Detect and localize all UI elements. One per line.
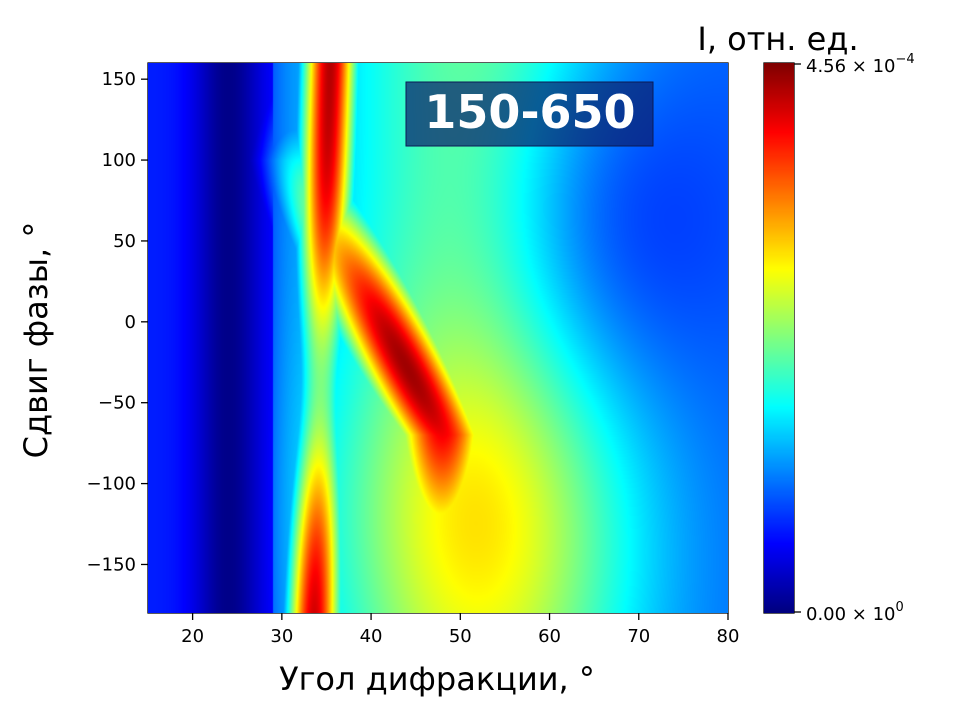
colorbar-min-label: 0.00 × 100: [806, 600, 904, 625]
x-axis-ticks: 20 30 40 50 60 70 80: [181, 613, 739, 647]
colorbar: [764, 63, 794, 613]
y-tick-label: 100: [102, 150, 136, 171]
x-tick-label: 30: [270, 626, 293, 647]
x-tick-label: 20: [181, 626, 204, 647]
x-tick-label: 40: [360, 626, 383, 647]
y-axis-label: Сдвиг фазы, °: [17, 222, 55, 459]
y-tick-label: −50: [98, 393, 136, 414]
heatmap-plot-area: [148, 63, 728, 613]
y-tick-label: −150: [87, 554, 136, 575]
x-tick-label: 50: [449, 626, 472, 647]
y-tick-label: 50: [113, 231, 136, 252]
y-tick-label: 150: [102, 69, 136, 90]
x-axis-label: Угол дифракции, °: [279, 660, 595, 698]
x-tick-label: 80: [717, 626, 740, 647]
y-tick-label: −100: [87, 474, 136, 495]
colorbar-label: I, отн. ед.: [697, 20, 858, 58]
y-tick-label: 0: [125, 312, 136, 333]
colorbar-max-label: 4.56 × 10−4: [806, 52, 915, 77]
x-tick-label: 60: [538, 626, 561, 647]
x-tick-label: 70: [627, 626, 650, 647]
y-axis-ticks: 150 100 50 0 −50 −100 −150: [87, 69, 148, 575]
